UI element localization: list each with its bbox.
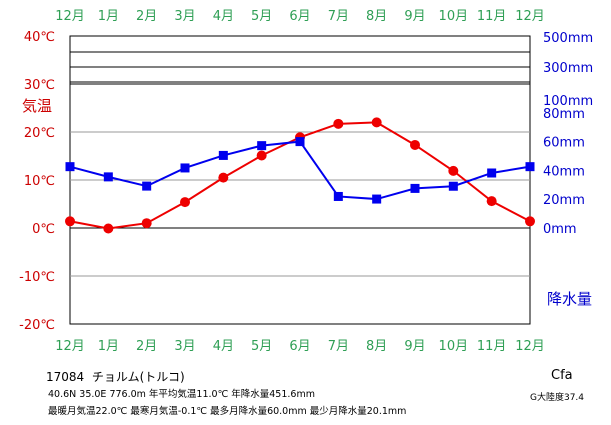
bottom-month-label: 12月 (515, 339, 545, 354)
top-month-label: 4月 (213, 9, 234, 24)
precipitation-line (69, 140, 531, 201)
precipitation-point (103, 172, 113, 182)
bottom-month-labels: 12月 1月 2月 3月 4月 5月 6月 7月 8月 9月 10月 11月 12月 (55, 339, 545, 354)
station-name: チョルム(トルコ) (91, 370, 185, 384)
precipitation-tick-label: 0mm (543, 222, 577, 237)
temperature-tick-labels: 40℃ 30℃ 20℃ 10℃ 0℃ -10℃ -20℃ (19, 30, 55, 333)
precipitation-point (410, 183, 420, 193)
climate-classification: Cfa (551, 368, 573, 383)
top-month-label: 10月 (439, 9, 469, 24)
top-month-label: 11月 (477, 9, 507, 24)
temperature-point (410, 139, 420, 150)
continentality-index: G大陸度37.4 (530, 393, 585, 403)
precipitation-point (525, 162, 535, 172)
temperature-tick-label: 10℃ (24, 174, 55, 189)
station-id: 17084 (46, 370, 85, 384)
top-month-label: 5月 (251, 9, 272, 24)
temperature-tick-label: 20℃ (24, 126, 55, 141)
top-month-label: 3月 (174, 9, 195, 24)
precipitation-point (180, 163, 190, 173)
temperature-point (103, 223, 114, 234)
precipitation-point (65, 162, 75, 172)
top-month-label: 6月 (289, 9, 310, 24)
temperature-tick-label: 40℃ (24, 30, 55, 45)
top-month-labels: 12月 1月 2月 3月 4月 5月 6月 7月 8月 9月 10月 11月 12月 (55, 9, 545, 24)
bottom-month-label: 9月 (404, 339, 425, 354)
bottom-month-label: 6月 (289, 339, 310, 354)
precipitation-tick-label: 80mm (543, 107, 585, 122)
temperature-point (448, 165, 459, 176)
temperature-point (65, 216, 75, 227)
precipitation-tick-label: 300mm (543, 61, 593, 76)
temperature-point (333, 118, 344, 129)
top-month-label: 1月 (98, 9, 119, 24)
bottom-month-label: 7月 (328, 339, 349, 354)
bottom-month-label: 12月 (55, 339, 85, 354)
temperature-tick-label: 30℃ (24, 78, 55, 93)
temperature-axis-label: 気温 (22, 97, 52, 115)
precipitation-tick-label: 40mm (543, 164, 585, 179)
top-month-label: 8月 (366, 9, 387, 24)
temperature-point (525, 216, 535, 227)
precipitation-point (487, 168, 497, 178)
station-extremes: 最暖月気温22.0℃ 最寒月気温-0.1℃ 最多月降水量60.0mm 最少月降水… (48, 406, 407, 417)
precipitation-tick-label: 60mm (543, 136, 585, 151)
precipitation-tick-label: 100mm (543, 94, 593, 109)
precipitation-point (372, 194, 382, 204)
temperature-point (141, 218, 152, 229)
temperature-point (218, 172, 229, 183)
bottom-month-label: 5月 (251, 339, 272, 354)
bottom-month-label: 2月 (136, 339, 157, 354)
precipitation-point (218, 150, 228, 160)
temperature-point (256, 150, 267, 161)
precipitation-tick-label: 20mm (543, 193, 585, 208)
bottom-month-label: 11月 (477, 339, 507, 354)
precipitation-axis-label: 降水量 (547, 290, 592, 308)
grid-lines (70, 51, 530, 277)
top-month-label: 12月 (55, 9, 85, 24)
temperature-point (371, 117, 382, 128)
top-month-label: 7月 (328, 9, 349, 24)
precipitation-point (295, 137, 305, 147)
bottom-month-label: 1月 (98, 339, 119, 354)
bottom-month-label: 3月 (174, 339, 195, 354)
bottom-month-label: 10月 (439, 339, 469, 354)
top-month-label: 2月 (136, 9, 157, 24)
precipitation-point (333, 191, 343, 201)
temperature-tick-label: 0℃ (32, 222, 55, 237)
top-month-label: 12月 (515, 9, 545, 24)
temperature-point (486, 196, 497, 207)
bottom-month-label: 8月 (366, 339, 387, 354)
precipitation-point (142, 181, 152, 191)
bottom-month-label: 4月 (213, 339, 234, 354)
temperature-tick-label: -10℃ (19, 270, 55, 285)
temperature-point (180, 197, 190, 208)
station-details: 40.6N 35.0E 776.0m 年平均気温11.0℃ 年降水量451.6m… (48, 389, 315, 400)
precipitation-tick-label: 500mm (543, 31, 593, 46)
temperature-tick-label: -20℃ (19, 318, 55, 333)
data-series (65, 117, 535, 234)
station-title: 17084 チョルム(トルコ) (46, 368, 185, 385)
precipitation-point (448, 181, 458, 191)
precipitation-point (257, 141, 267, 151)
top-month-label: 9月 (404, 9, 425, 24)
